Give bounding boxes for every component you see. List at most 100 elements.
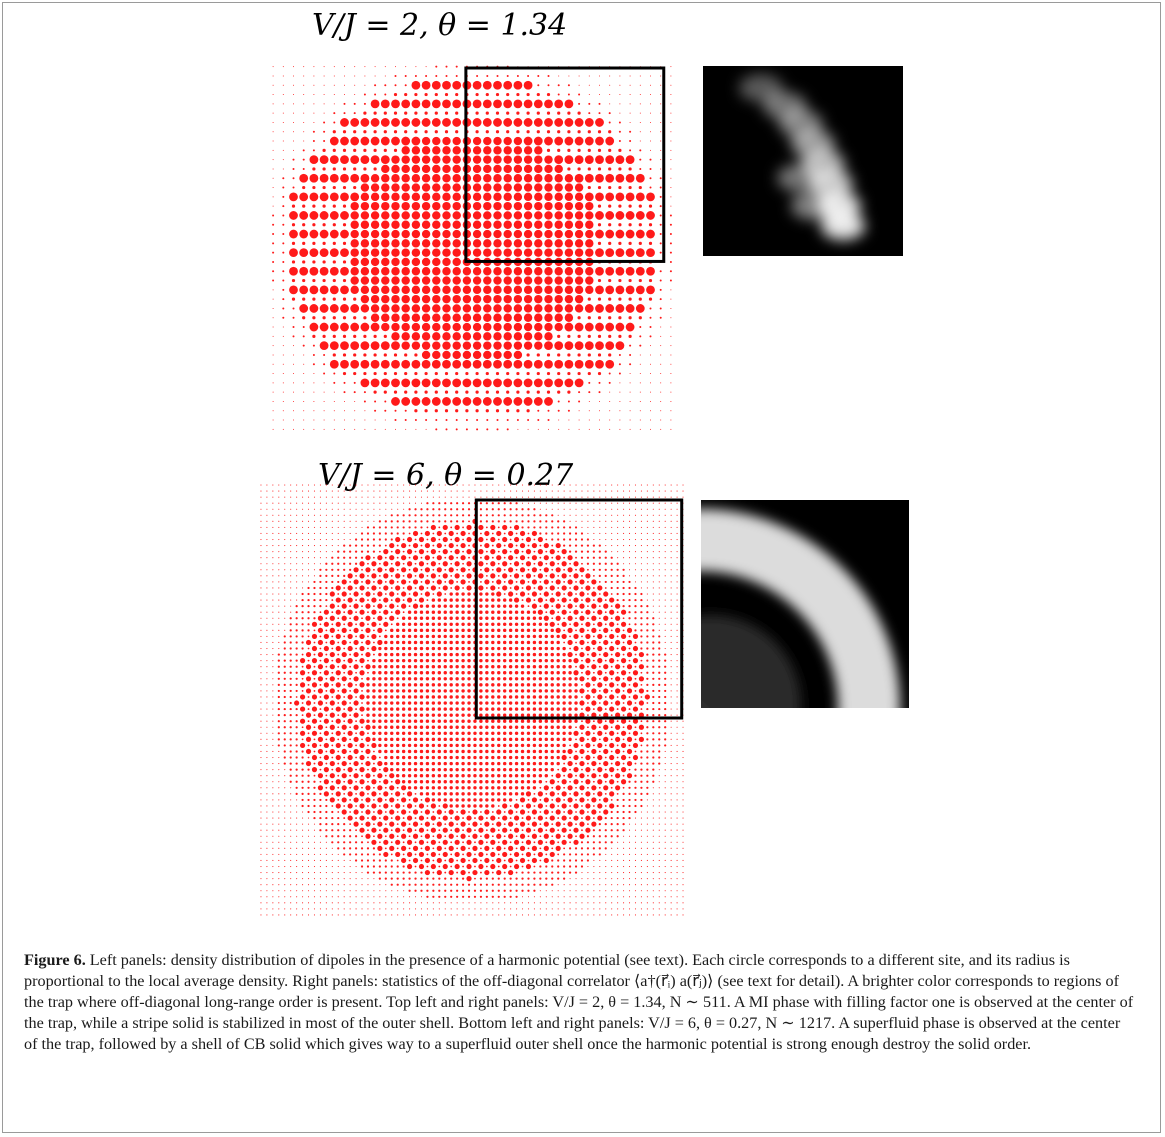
density-dot [472, 183, 482, 192]
density-dot [278, 769, 280, 771]
density-dot [325, 677, 328, 680]
density-dot [401, 737, 406, 742]
density-dot [468, 484, 470, 486]
density-dot [347, 742, 353, 749]
density-dot [363, 102, 366, 105]
density-dot [462, 587, 464, 589]
density-dot [639, 75, 641, 77]
density-dot [514, 695, 519, 699]
density-dot [329, 341, 339, 351]
density-dot [353, 353, 357, 357]
density-dot [574, 220, 584, 229]
density-dot [503, 220, 512, 229]
density-dot [513, 267, 523, 276]
density-dot [670, 545, 672, 547]
density-dot [305, 639, 312, 646]
density-dot [342, 241, 347, 245]
density-dot [413, 677, 418, 681]
density-dot [664, 496, 666, 498]
density-dot [513, 397, 523, 406]
density-dot [556, 743, 560, 748]
density-dot [676, 708, 678, 710]
density-dot [563, 490, 565, 492]
density-dot [448, 542, 454, 549]
density-dot [650, 112, 651, 114]
density-dot [616, 756, 619, 759]
density-dot [272, 496, 274, 498]
density-dot [652, 750, 655, 753]
density-dot [340, 285, 349, 295]
density-dot [452, 304, 461, 313]
density-dot [290, 587, 292, 589]
density-dot [513, 313, 523, 322]
density-dot [564, 313, 574, 322]
density-dot [676, 629, 678, 631]
density-dot [425, 719, 430, 723]
density-dot [605, 508, 607, 510]
density-dot [272, 678, 274, 680]
density-dot [353, 130, 357, 134]
density-dot [272, 419, 274, 421]
density-dot [617, 551, 619, 553]
density-dot [591, 651, 597, 658]
density-dot [309, 322, 319, 332]
density-dot [384, 737, 388, 742]
density-dot [670, 502, 672, 504]
density-dot [366, 538, 370, 541]
density-dot [401, 622, 406, 627]
density-dot [331, 732, 334, 735]
density-dot [588, 102, 591, 105]
density-dot [449, 646, 453, 651]
density-dot [509, 520, 512, 523]
density-dot [480, 484, 482, 486]
density-dot [391, 211, 400, 220]
density-dot [378, 701, 382, 705]
density-dot [353, 167, 357, 171]
density-dot [493, 201, 502, 211]
density-dot [532, 713, 537, 717]
density-dot [604, 744, 607, 747]
density-dot [302, 569, 304, 571]
density-dot [617, 484, 619, 486]
density-dot [508, 737, 513, 742]
density-dot [340, 118, 349, 127]
density-dot [652, 726, 655, 729]
density-dot [384, 640, 388, 645]
density-dot [282, 94, 284, 96]
density-dot [493, 285, 502, 295]
density-dot [349, 526, 351, 528]
density-dot [652, 526, 654, 528]
density-dot [516, 490, 518, 492]
density-dot [609, 84, 611, 86]
density-dot [390, 671, 394, 675]
density-dot [520, 616, 525, 620]
density-dot [544, 174, 553, 183]
density-dot [370, 248, 380, 257]
density-dot [449, 701, 453, 705]
density-dot [623, 496, 625, 498]
density-dot [616, 720, 619, 723]
density-dot [650, 419, 651, 421]
density-dot [545, 502, 547, 504]
density-dot [390, 761, 394, 766]
density-dot [615, 266, 625, 276]
density-dot [426, 502, 429, 505]
density-dot [378, 550, 381, 553]
density-dot [272, 750, 274, 753]
density-dot [341, 760, 347, 767]
density-dot [615, 603, 621, 609]
density-dot [414, 514, 417, 517]
density-dot [574, 192, 584, 202]
density-dot [551, 496, 553, 498]
density-dot [652, 671, 655, 674]
density-dot [564, 118, 574, 127]
density-dot [272, 391, 274, 393]
density-dot [367, 623, 369, 626]
density-dot [646, 738, 649, 741]
density-dot [523, 359, 533, 369]
density-dot [485, 731, 489, 736]
density-dot [360, 556, 364, 559]
density-dot [389, 542, 395, 549]
density-dot [496, 567, 502, 573]
density-dot [562, 671, 566, 675]
